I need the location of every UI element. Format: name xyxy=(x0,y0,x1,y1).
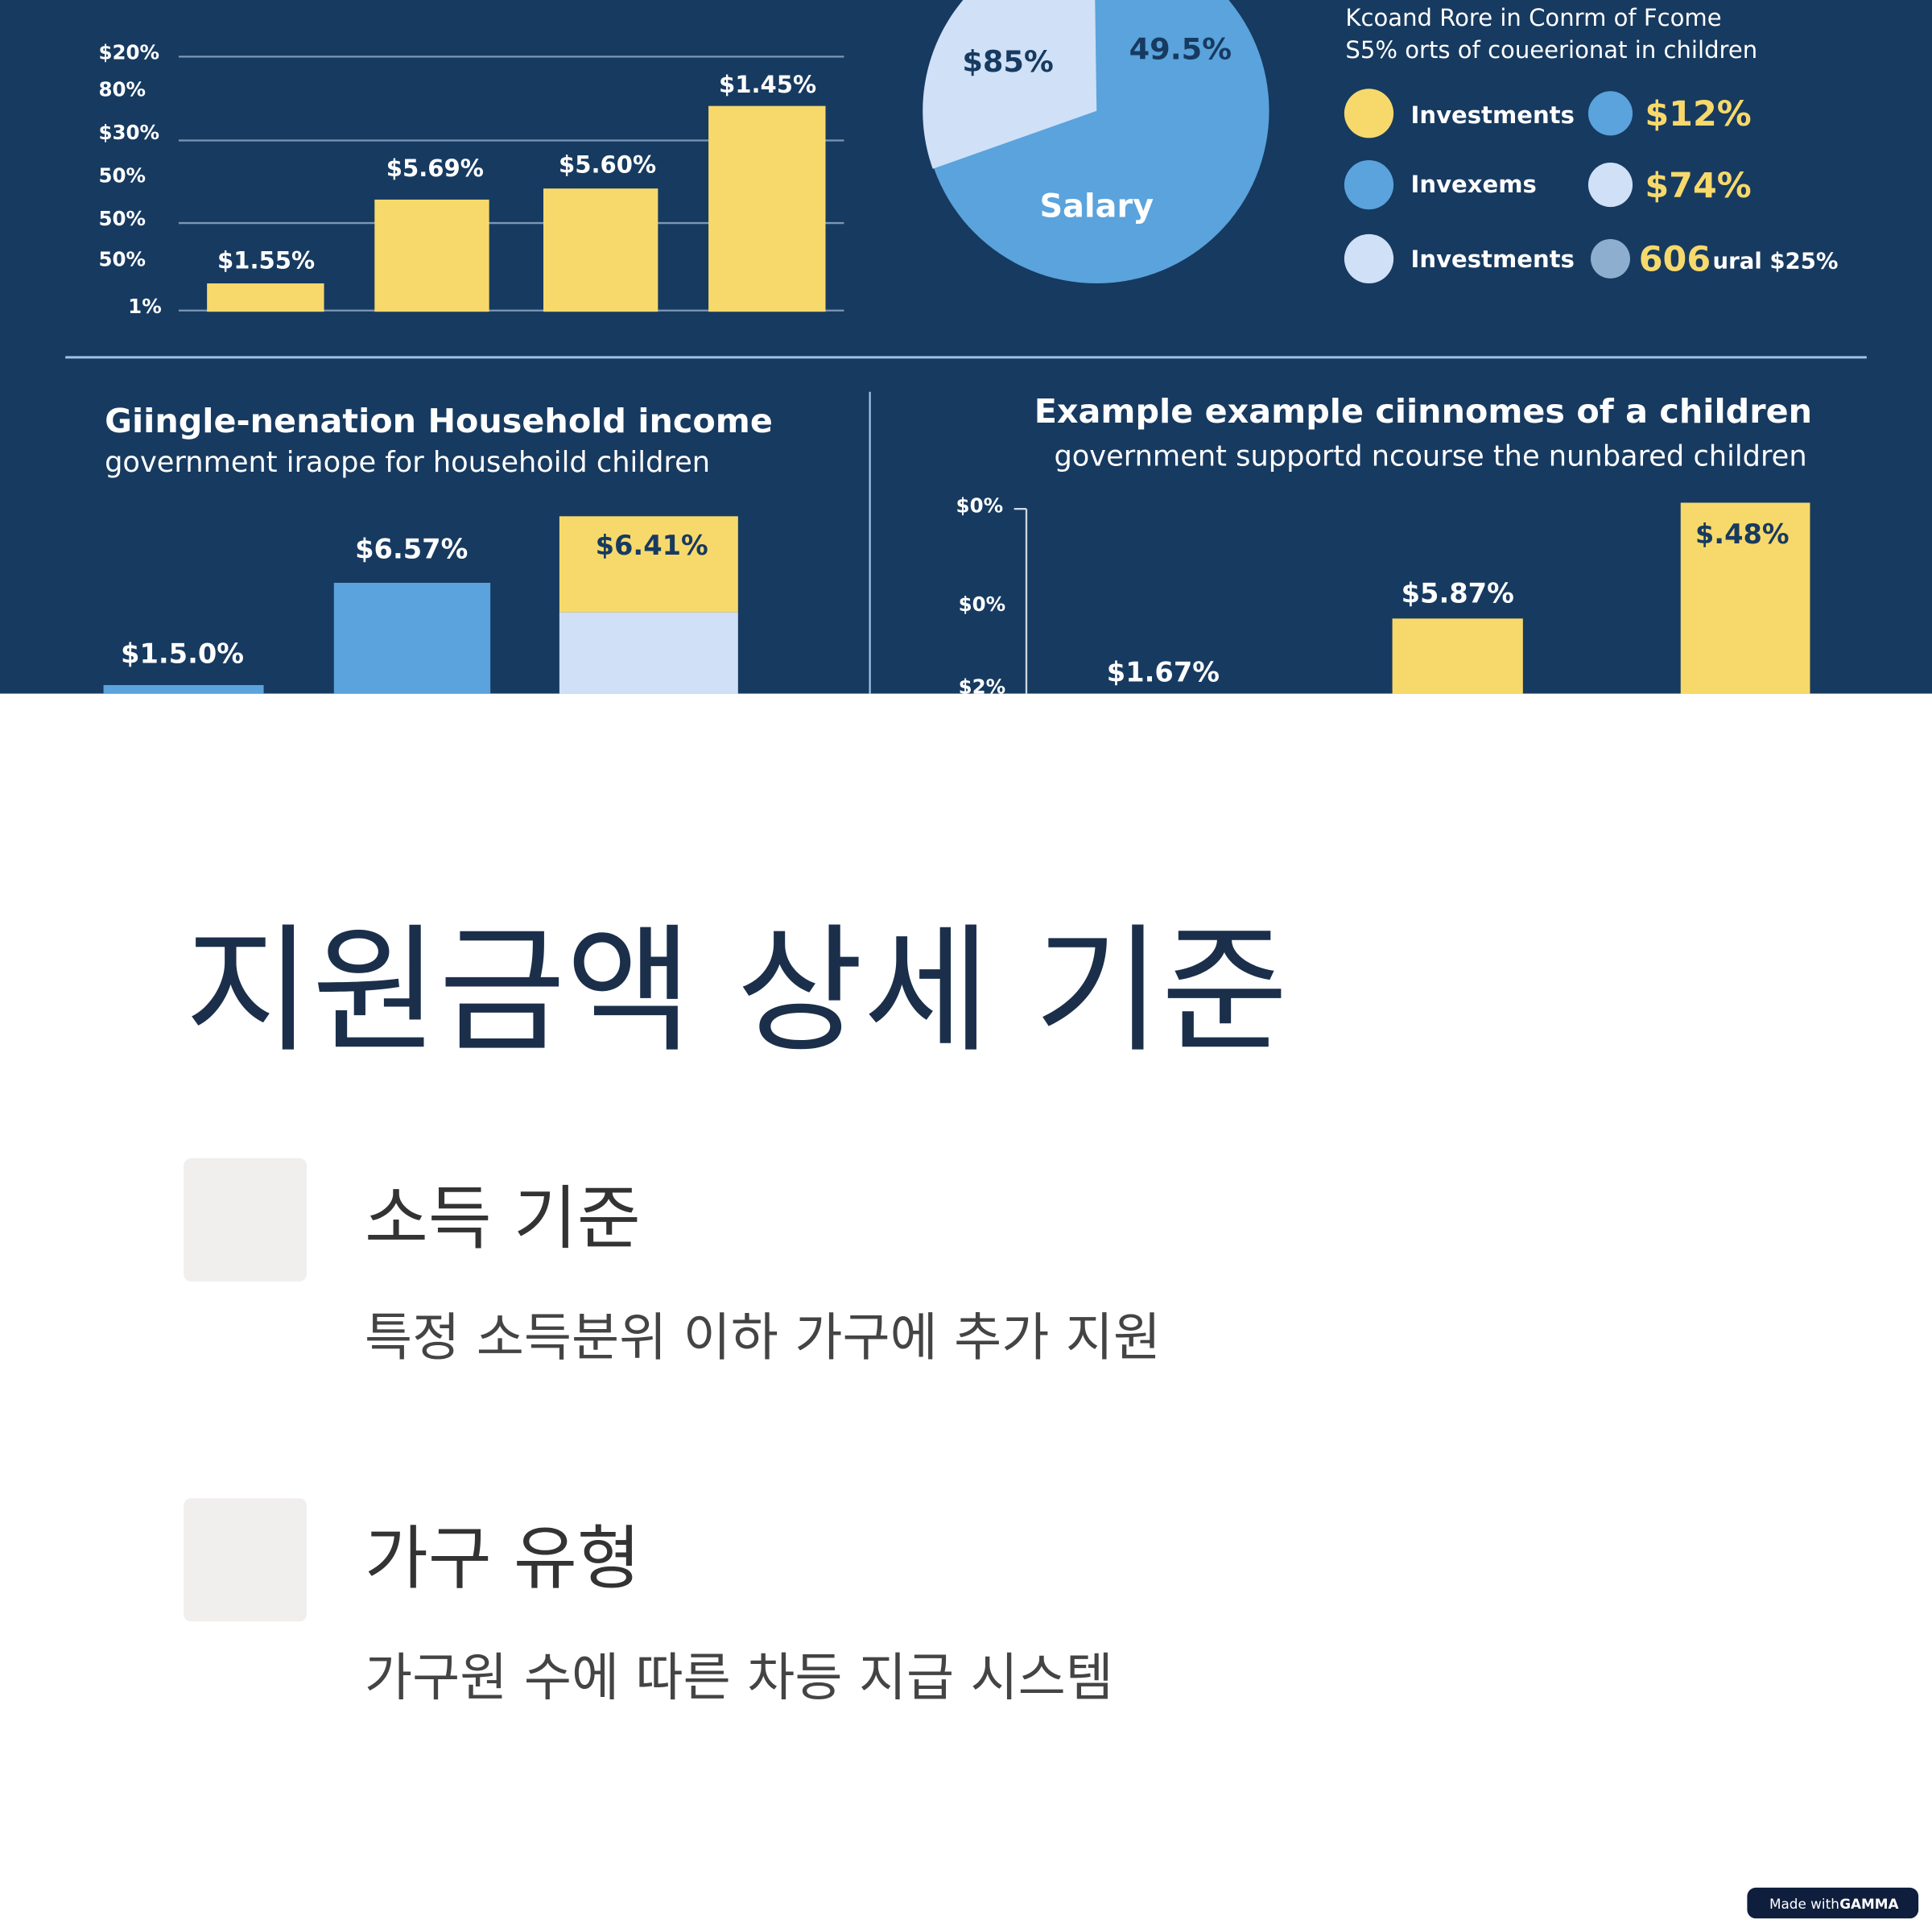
tick-label: 50% xyxy=(98,248,146,271)
bar xyxy=(1392,618,1523,694)
bar-label: $1.5.0% xyxy=(121,638,244,669)
tick-label: $2% xyxy=(959,675,1006,699)
bar-label: $.48% xyxy=(1695,518,1790,550)
tick-label: $0% xyxy=(956,494,1004,518)
item-text: 가구원 수에 따른 차등 지급 시스템 xyxy=(365,1648,1113,1708)
bar-label: $1.67% xyxy=(1107,656,1220,687)
legend-value: $12% xyxy=(1645,94,1751,134)
pie-label: Salary xyxy=(1039,188,1154,225)
chart-subtitle: government supportd ncourse the nunbared… xyxy=(1054,440,1806,473)
bar xyxy=(207,283,324,312)
bar-label: $1.55% xyxy=(217,247,315,275)
infographic-image: $20% 80% $30% 50% 50% 50% 1% $1.55% $5.6… xyxy=(0,0,1932,699)
legend-value: $74% xyxy=(1645,166,1751,206)
chart-title: Giingle-nenation Household income xyxy=(105,402,773,440)
legend-value: 606 xyxy=(1639,240,1711,280)
badge-brand: GAMMA xyxy=(1839,1896,1898,1912)
tick-label: $20% xyxy=(98,40,159,64)
y-tick-labels: $0% $0% $2% xyxy=(956,494,1006,699)
bar xyxy=(543,188,658,312)
legend-title: S5% orts of coueerionat in children xyxy=(1345,36,1757,64)
tick-label: 50% xyxy=(98,164,146,188)
tick-label: 1% xyxy=(128,295,162,318)
pie-label: 49.5% xyxy=(1129,31,1232,66)
legend-values: $12% $74% 606 xyxy=(1639,94,1752,280)
chart-subtitle: government iraope for househoild childre… xyxy=(105,446,710,479)
tick-label: $30% xyxy=(98,121,159,144)
y-tick-labels: $20% 80% $30% 50% 50% 50% 1% xyxy=(98,40,161,317)
bar-segment xyxy=(559,612,738,694)
legend-title: Kcoand Rore in Conrm of Fcome xyxy=(1345,4,1721,31)
item-heading: 소득 기준 xyxy=(365,1179,641,1259)
chart-title: Example example ciinnomes of a children xyxy=(1034,392,1812,431)
legend-dot xyxy=(1344,159,1394,210)
legend-dot xyxy=(1591,238,1630,279)
bar xyxy=(103,685,264,694)
slide-title: 지원금액 상세 기준 xyxy=(185,911,1289,1071)
bar-label: $1.45% xyxy=(719,71,816,98)
bar-label: $5.87% xyxy=(1402,577,1514,609)
item-text: 특정 소득분위 이하 가구에 추가 지원 xyxy=(365,1308,1161,1368)
legend-dot xyxy=(1344,233,1394,284)
pie-slice xyxy=(923,0,1097,169)
item-icon-box xyxy=(184,1498,308,1622)
item-icon-box xyxy=(184,1158,308,1282)
bar xyxy=(333,582,491,694)
legend-dot xyxy=(1587,91,1633,136)
bar-segment xyxy=(559,516,738,613)
legend-label: Investments xyxy=(1411,246,1575,273)
pie-label: $85% xyxy=(962,44,1053,79)
bar-label: $5.69% xyxy=(386,155,484,182)
tick-label: 50% xyxy=(98,207,146,230)
bar-labels: $1.55% $5.69% $5.60% $1.45% xyxy=(217,71,816,275)
legend-label: Investments xyxy=(1411,101,1575,129)
bar xyxy=(708,105,826,312)
bar-label: $6.57% xyxy=(355,533,468,564)
tick-label: 80% xyxy=(98,77,146,101)
legend-value: ural $25% xyxy=(1713,249,1839,275)
badge-text: Made with xyxy=(1769,1896,1839,1912)
bar-label: $5.60% xyxy=(559,151,656,178)
bars xyxy=(207,105,826,312)
legend-label: Invexems xyxy=(1411,171,1537,198)
badge[interactable] xyxy=(1747,1887,1919,1919)
legend-dot xyxy=(1344,89,1394,138)
legend-dot xyxy=(1587,163,1633,208)
item-heading: 가구 유형 xyxy=(365,1518,641,1599)
legend-labels: Investments Invexems Investments xyxy=(1411,101,1575,273)
tick-label: $0% xyxy=(959,592,1006,616)
bar-label: $6.41% xyxy=(596,530,708,561)
bar xyxy=(1680,502,1810,694)
bar xyxy=(374,199,489,312)
